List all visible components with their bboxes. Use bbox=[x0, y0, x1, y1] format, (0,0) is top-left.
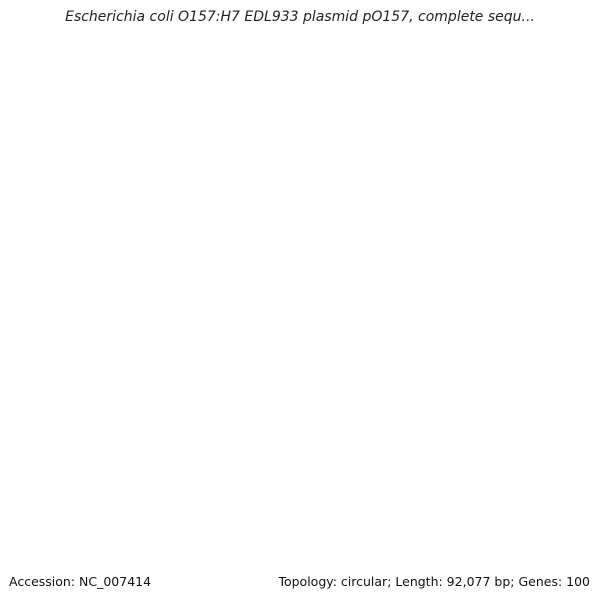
map-title: Escherichia coli O157:H7 EDL933 plasmid … bbox=[65, 9, 535, 25]
topology-label: Topology: circular; Length: 92,077 bp; G… bbox=[278, 574, 590, 589]
accession-label: Accession: NC_007414 bbox=[9, 574, 152, 589]
